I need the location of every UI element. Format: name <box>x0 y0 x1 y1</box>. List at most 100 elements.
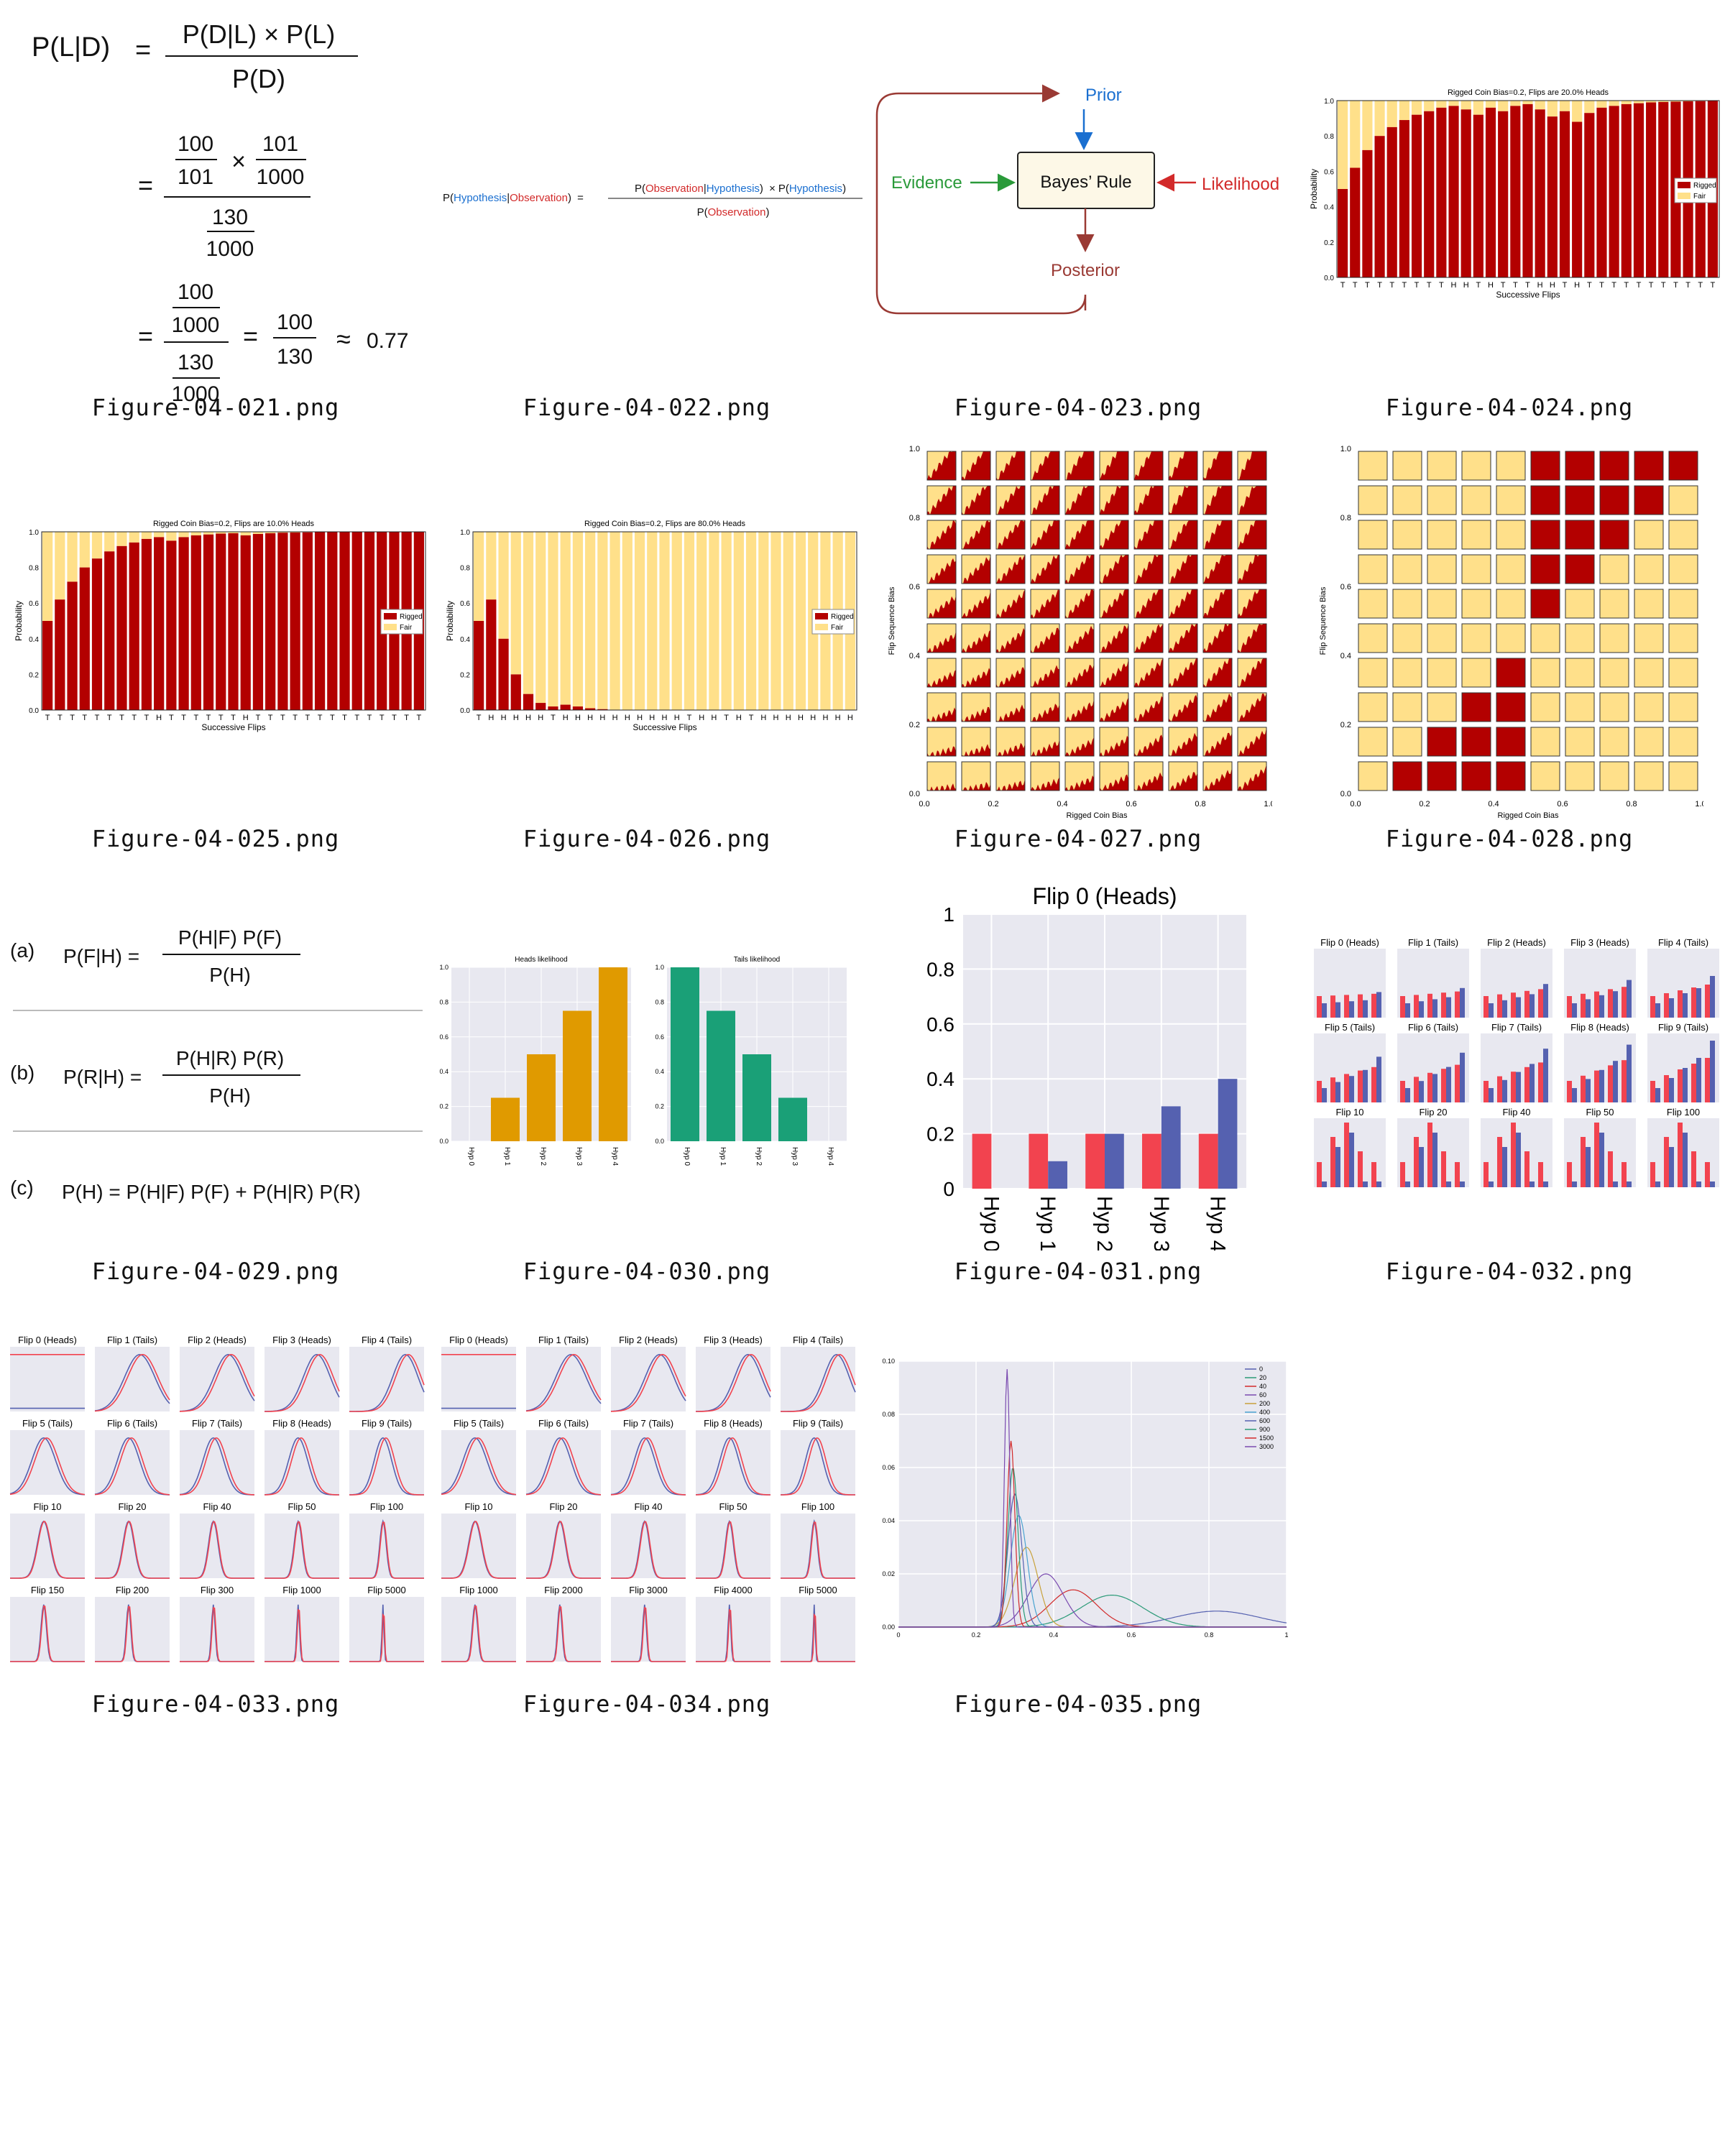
flip-tick-label: T <box>1611 281 1616 290</box>
y-tick-label: 0.4 <box>655 1068 664 1075</box>
grid-cell-frame <box>1427 761 1457 791</box>
bayes-fraction-equation: P(L|D) = P(D|L) × P(L) P(D) = 100 101 × … <box>32 19 408 402</box>
panel-title: Flip 7 (Tails) <box>192 1418 242 1429</box>
panel-bar <box>1524 1151 1530 1187</box>
legend-swatch-rigged <box>384 613 397 619</box>
grid-cell-frame <box>926 727 957 757</box>
fair-bar <box>55 532 65 600</box>
panel-bar <box>1330 1137 1335 1187</box>
rigged-area <box>1496 727 1525 756</box>
flip-tick-label: T <box>354 714 359 722</box>
hypothesis-bar <box>1085 1133 1105 1189</box>
grid-cell-frame <box>1030 485 1060 515</box>
grid-cell-frame <box>1064 520 1095 550</box>
flip-0-bar-chart: Flip 0 (Heads) 0 0.2 0.4 0.6 0.8 1 Hyp 0 Hyp 1 Hy… <box>927 883 1246 1250</box>
caption: Figure-04-029.png <box>91 1258 340 1285</box>
grid-cell-frame <box>961 658 991 688</box>
grid-cell-frame <box>1030 727 1060 757</box>
x-tick-label: Hyp 1 <box>1036 1196 1059 1250</box>
rigged-area <box>1134 658 1163 687</box>
panel-title: Flip 6 (Tails) <box>107 1418 157 1429</box>
grid-cell <box>1427 520 1457 550</box>
grid-cell-frame <box>1202 589 1233 619</box>
panel-bar <box>1489 1088 1494 1102</box>
grid-cell-frame <box>1565 623 1595 653</box>
rigged-area <box>1427 727 1456 756</box>
evidence-label: Evidence <box>891 173 962 193</box>
panel-bar <box>1613 1181 1618 1187</box>
posterior-curve <box>264 1354 340 1412</box>
small-multiple-curve-charts: Flip 0 (Heads) Flip 1 (Tails) Flip 2 (Head… <box>9 1335 425 1662</box>
grid-cell <box>1358 658 1388 688</box>
grid-cell-frame <box>1496 451 1526 481</box>
fraction-value: 130 <box>212 206 248 229</box>
panel-bar <box>1683 1068 1688 1102</box>
fair-bar <box>203 532 214 535</box>
rigged-area <box>1238 486 1266 515</box>
x-axis-label: Rigged Coin Bias <box>1067 811 1128 820</box>
grid-cell-frame <box>1496 761 1526 791</box>
rigged-bar <box>1646 102 1657 277</box>
flip-tick-label: T <box>82 714 87 722</box>
legend-label: 40 <box>1259 1383 1266 1390</box>
fair-bar <box>597 532 608 709</box>
flip-tick-label: T <box>1525 281 1530 290</box>
fair-bar <box>647 532 658 710</box>
panel-title: Flip 1 (Tails) <box>1408 937 1458 948</box>
grid-cell-frame <box>1599 692 1629 722</box>
rigged-bar <box>203 534 214 710</box>
legend-label: 600 <box>1259 1417 1270 1424</box>
plot-background <box>526 1514 601 1578</box>
panel-bar <box>1317 1162 1322 1187</box>
rigged-area <box>1496 658 1525 687</box>
panel-title: Flip 40 <box>203 1501 231 1512</box>
rigged-area <box>1065 486 1094 515</box>
fair-bar <box>671 532 682 710</box>
rigged-bar <box>1460 109 1471 277</box>
grid-cell <box>1634 658 1664 688</box>
grid-cell <box>1392 485 1422 515</box>
flip-tick-label: T <box>1476 281 1481 290</box>
grid-cell-frame <box>961 727 991 757</box>
rigged-area <box>1065 699 1094 722</box>
rigged-area <box>927 558 956 584</box>
panel-bar <box>1371 1162 1376 1187</box>
rigged-area <box>1531 555 1560 584</box>
plot-background <box>180 1514 254 1578</box>
y-tick-label: 1.0 <box>29 529 39 537</box>
rigged-area <box>1100 624 1128 653</box>
y-tick-label: 1.0 <box>909 445 920 453</box>
flip-tick-label: T <box>132 714 137 722</box>
panel-bar <box>1696 1181 1701 1187</box>
rigged-area <box>1031 520 1059 549</box>
grid-cell-frame <box>1599 554 1629 584</box>
posterior-curve <box>349 1354 425 1412</box>
panel-bar <box>1344 1123 1349 1187</box>
flip-tick-label: T <box>305 714 310 722</box>
fraction-value: 100 <box>277 310 313 334</box>
fair-bar <box>216 532 226 534</box>
grid-cell <box>1599 589 1629 619</box>
rigged-area <box>1134 486 1163 515</box>
panel-title: Flip 9 (Tails) <box>793 1418 843 1429</box>
grid-cell-frame <box>1168 727 1198 757</box>
posterior-curve <box>525 1353 602 1412</box>
flip-tick-label: T <box>1389 281 1394 290</box>
posterior-curve <box>898 1369 1287 1628</box>
flip-tick-label: H <box>1451 281 1457 290</box>
grid-cell-frame <box>1237 692 1267 722</box>
fair-bar <box>104 532 115 552</box>
grid-cell-frame <box>1565 692 1595 722</box>
rigged-area <box>1065 451 1094 480</box>
legend-label: 20 <box>1259 1374 1266 1381</box>
grid-cell-frame <box>1599 623 1629 653</box>
grid-cell <box>1496 520 1526 550</box>
flip-tick-label: T <box>119 714 124 722</box>
y-tick-label: 0.4 <box>439 1068 448 1075</box>
posterior-curve <box>94 1437 170 1496</box>
plot-background <box>349 1597 424 1662</box>
posterior-curves-chart: 0.0000.020.20.040.40.060.60.080.80.10102… <box>882 1358 1288 1639</box>
grid-cell <box>1565 692 1595 722</box>
panel-bar <box>1358 1070 1363 1102</box>
fair-bar <box>783 532 794 710</box>
